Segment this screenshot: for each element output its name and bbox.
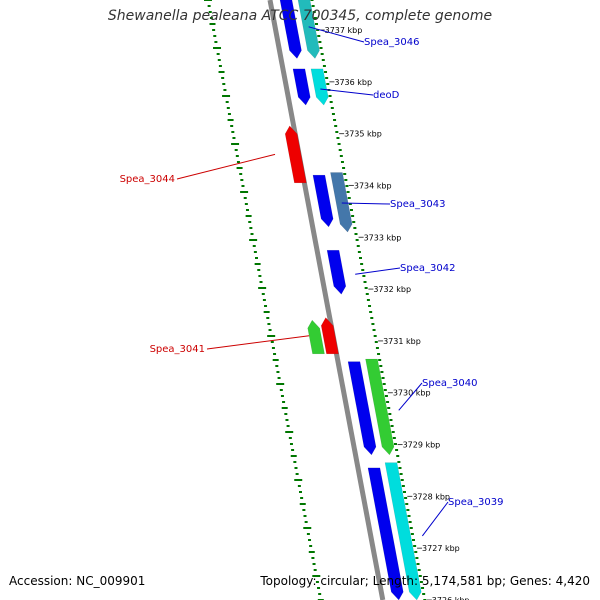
gene-label-deod: deoD <box>373 90 400 101</box>
leader-line-spea-3044 <box>176 153 276 180</box>
scale-ruler: 3737 kbp 3736 kbp 3735 kbp 3734 kbp 3733 kbp… <box>319 26 470 600</box>
scale-tick-label: 3735 kbp <box>344 130 382 139</box>
gene-spea-3042 <box>326 249 347 295</box>
gene-spea-3040 <box>347 361 377 456</box>
scale-tick-label: 3733 kbp <box>364 233 402 242</box>
gene-spea-3046 <box>279 0 302 59</box>
scale-tick-label: 3726 kbp <box>432 596 470 600</box>
leader-line-spea-3042 <box>355 267 401 275</box>
gene-label-spea-3044: Spea_3044 <box>120 174 175 185</box>
scale-tick-label: 3736 kbp <box>334 78 372 87</box>
feature-spea-3039-secondary <box>384 462 422 600</box>
scale-tick-label: 3731 kbp <box>383 337 421 346</box>
gene-spea-3044 <box>284 125 307 184</box>
gene-labels: Spea_3046 deoD Spea_3044 Spea_3043 Spea_3042… <box>120 26 503 537</box>
rna-feature <box>307 319 325 355</box>
scale-tick-label: 3737 kbp <box>325 26 363 35</box>
feature-spea-3043-secondary <box>330 172 353 233</box>
gene-label-spea-3040: Spea_3040 <box>422 378 477 389</box>
scale-tick-label: 3729 kbp <box>403 441 441 450</box>
gc-skew-track <box>204 0 427 600</box>
feature-deod-secondary <box>310 68 329 106</box>
scale-tick-label: 3727 kbp <box>422 544 460 553</box>
gene-label-spea-3041: Spea_3041 <box>150 344 205 355</box>
feature-spea-3046-secondary <box>297 0 320 59</box>
accession-text: Accession: NC_009901 <box>9 574 146 588</box>
scale-tick-label: 3730 kbp <box>393 389 431 398</box>
gene-label-spea-3042: Spea_3042 <box>400 263 455 274</box>
leader-line-spea-3040 <box>398 382 423 411</box>
gene-label-spea-3039: Spea_3039 <box>448 497 503 508</box>
leader-line-spea-3041 <box>206 335 310 350</box>
backbone-track <box>267 0 386 600</box>
scale-tick-label: 3728 kbp <box>412 492 450 501</box>
feature-track <box>279 0 422 600</box>
map-title: Shewanella pealeana ATCC 700345, complet… <box>107 8 493 24</box>
leader-line-deod <box>320 88 374 96</box>
gene-label-spea-3046: Spea_3046 <box>364 37 419 48</box>
gene-deod <box>292 68 311 106</box>
scale-tick-label: 3732 kbp <box>373 285 411 294</box>
leader-line-spea-3043 <box>341 202 391 205</box>
backbone-line <box>267 0 386 600</box>
scale-tick-label: 3734 kbp <box>354 181 392 190</box>
topology-text: Topology: circular; Length: 5,174,581 bp… <box>260 574 590 588</box>
gene-spea-3041 <box>320 317 339 355</box>
gene-spea-3039 <box>367 467 404 600</box>
leader-line-spea-3039 <box>421 501 449 537</box>
leader-line-spea-3046 <box>308 26 365 43</box>
gene-spea-3043 <box>312 174 334 228</box>
feature-spea-3040-secondary <box>365 358 395 456</box>
gene-label-spea-3043: Spea_3043 <box>390 199 445 210</box>
